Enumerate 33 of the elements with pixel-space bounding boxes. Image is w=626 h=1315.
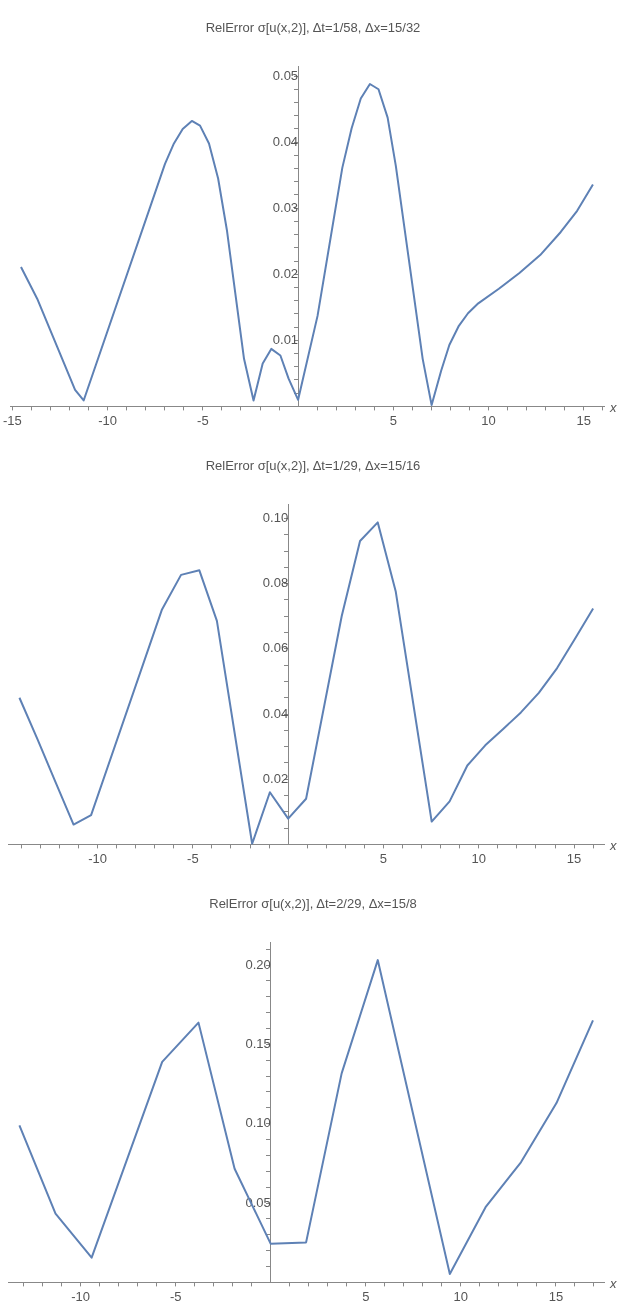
x-tick-label: 5	[362, 1288, 370, 1304]
y-tick-label: 0.02	[272, 265, 299, 281]
x-tick-label: -10	[88, 850, 107, 866]
x-tick-label: 10	[481, 412, 496, 428]
x-axis-title: x	[609, 1276, 617, 1292]
y-tick-label: 0.06	[262, 640, 289, 656]
y-tick-label: 0.08	[262, 575, 289, 591]
y-tick-label: 0.01	[272, 331, 299, 347]
x-tick-label: -5	[169, 1288, 182, 1304]
x-tick-label: 5	[389, 412, 397, 428]
y-tick-label: 0.10	[262, 510, 289, 526]
x-axis-title: x	[609, 838, 617, 854]
x-axis-title: x	[609, 400, 617, 416]
y-tick-label: 0.05	[272, 67, 299, 83]
y-tick-label: 0.04	[262, 705, 289, 721]
x-tick-label: -15	[3, 412, 22, 428]
x-tick-label: 10	[453, 1288, 469, 1304]
x-tick-label: -5	[197, 412, 209, 428]
x-tick-label: 15	[566, 850, 582, 866]
x-tick-label: -10	[71, 1288, 91, 1304]
x-tick-label: 15	[576, 412, 592, 428]
x-tick-label: -10	[98, 412, 118, 428]
x-tick-label: -5	[187, 850, 199, 866]
x-tick-label: 10	[471, 850, 487, 866]
x-tick-label: 5	[379, 850, 388, 866]
x-tick-label: 15	[548, 1288, 564, 1304]
chart-title: RelError σ[u(x,2)], Δt=2/29, Δx=15/8	[208, 895, 418, 913]
y-tick-label: 0.15	[245, 1035, 271, 1051]
y-tick-label: 0.03	[272, 199, 299, 215]
chart-title: RelError σ[u(x,2)], Δt=1/58, Δx=15/32	[204, 19, 422, 37]
y-tick-label: 0.04	[272, 133, 299, 149]
y-tick-label: 0.02	[262, 770, 289, 786]
chart-title: RelError σ[u(x,2)], Δt=1/29, Δx=15/16	[204, 457, 422, 475]
